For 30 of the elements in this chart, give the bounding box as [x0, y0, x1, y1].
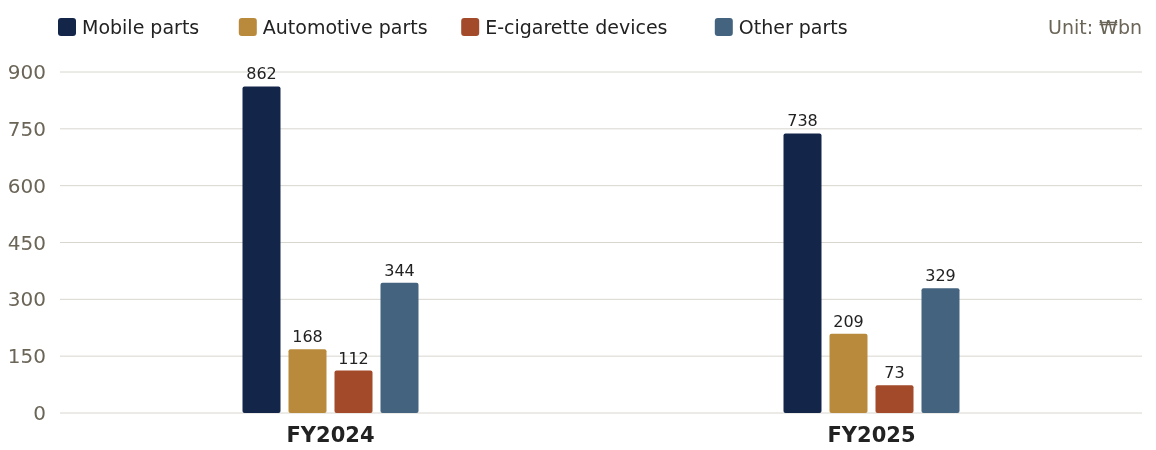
x-tick-label: FY2025	[827, 423, 916, 447]
y-tick-label: 450	[7, 230, 46, 255]
y-tick-label: 0	[33, 401, 46, 425]
bar	[334, 370, 373, 413]
legend-label: Automotive parts	[262, 16, 428, 38]
data-label: 73	[884, 363, 905, 383]
bar	[242, 86, 281, 413]
y-tick-label: 600	[7, 173, 46, 198]
bar	[380, 282, 419, 413]
data-label: 168	[292, 327, 323, 347]
legend-label: E-cigarette devices	[485, 16, 668, 38]
y-tick-label: 300	[7, 287, 46, 312]
data-label: 862	[246, 64, 277, 84]
data-label: 209	[833, 311, 864, 331]
bar	[921, 288, 960, 413]
bar	[829, 333, 868, 413]
bar	[783, 133, 822, 413]
x-tick-label: FY2024	[286, 423, 375, 447]
data-label: 344	[384, 260, 415, 280]
data-label: 112	[338, 348, 369, 368]
data-label: 329	[925, 266, 956, 286]
legend-label: Other parts	[738, 16, 848, 38]
y-tick-label: 750	[7, 116, 46, 141]
y-tick-label: 150	[7, 344, 46, 369]
y-tick-label: 900	[7, 60, 46, 84]
bar	[288, 349, 327, 413]
data-label: 738	[787, 111, 818, 131]
text: Unit: ₩bn	[1047, 16, 1142, 38]
bar	[875, 385, 914, 413]
legend-label: Mobile parts	[82, 16, 200, 38]
